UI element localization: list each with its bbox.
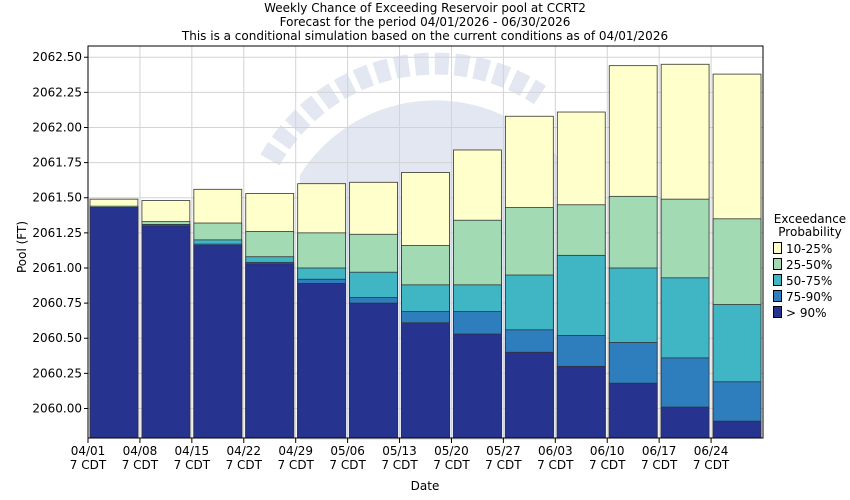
- bar-segment: [608, 382, 658, 439]
- legend-title-line2: Probability: [778, 225, 842, 239]
- x-tick-label-date: 04/08: [123, 444, 158, 458]
- chart-subtitle-2: This is a conditional simulation based o…: [181, 29, 669, 43]
- bar-segment: [89, 207, 139, 439]
- x-tick-label-date: 04/01: [71, 444, 106, 458]
- chart-title: Weekly Chance of Exceeding Reservoir poo…: [264, 1, 586, 15]
- legend-swatch: [773, 258, 782, 270]
- bar-segment: [453, 333, 502, 439]
- x-tick-label-tz: 7 CDT: [70, 458, 107, 472]
- legend-item: 50-75%: [773, 274, 832, 288]
- bar-segment: [504, 351, 554, 439]
- bar-segment: [193, 245, 243, 439]
- x-tick-label-date: 05/27: [486, 444, 521, 458]
- bar-segment: [401, 322, 450, 439]
- x-tick-label-date: 06/17: [642, 444, 677, 458]
- y-tick-label: 2061.25: [32, 226, 82, 240]
- y-tick-label: 2061.00: [32, 261, 82, 275]
- x-tick-label-tz: 7 CDT: [329, 458, 366, 472]
- y-tick-label: 2060.50: [32, 331, 82, 345]
- legend-item: 10-25%: [773, 242, 832, 256]
- x-tick-label-tz: 7 CDT: [589, 458, 626, 472]
- x-tick-label-tz: 7 CDT: [485, 458, 522, 472]
- bar-segment: [297, 283, 347, 439]
- bar-segment: [556, 365, 606, 439]
- x-tick-label-tz: 7 CDT: [381, 458, 418, 472]
- y-tick-label: 2060.25: [32, 366, 82, 380]
- x-tick-label-tz: 7 CDT: [226, 458, 263, 472]
- x-tick-label-tz: 7 CDT: [641, 458, 678, 472]
- x-tick-label-tz: 7 CDT: [174, 458, 211, 472]
- legend-label: 75-90%: [786, 290, 833, 304]
- legend-item: 75-90%: [773, 290, 832, 304]
- legend-label: 25-50%: [786, 258, 833, 272]
- x-tick-label-tz: 7 CDT: [693, 458, 730, 472]
- x-tick-label-tz: 7 CDT: [433, 458, 470, 472]
- x-tick-label-date: 05/20: [434, 444, 469, 458]
- x-tick-label-tz: 7 CDT: [122, 458, 159, 472]
- legend-label: > 90%: [786, 306, 827, 320]
- x-tick-label-tz: 7 CDT: [277, 458, 314, 472]
- y-tick-label: 2060.75: [32, 296, 82, 310]
- legend-swatch: [773, 290, 782, 302]
- x-tick-label-date: 06/24: [694, 444, 729, 458]
- y-tick-label: 2062.25: [32, 85, 82, 99]
- x-axis-label: Date: [410, 479, 440, 493]
- y-axis-label: Pool (FT): [15, 220, 29, 274]
- legend-label: 10-25%: [786, 242, 833, 256]
- bar-segment: [245, 263, 295, 439]
- chart-subtitle: Forecast for the period 04/01/2026 - 06/…: [279, 15, 571, 29]
- bar-segment: [141, 225, 191, 439]
- legend-swatch: [773, 306, 782, 318]
- x-tick-label-date: 04/29: [278, 444, 313, 458]
- x-tick-label-date: 05/06: [330, 444, 365, 458]
- x-tick-label-date: 04/15: [175, 444, 210, 458]
- legend-item: 25-50%: [773, 258, 832, 272]
- legend-label: 50-75%: [786, 274, 833, 288]
- y-tick-label: 2061.75: [32, 156, 82, 170]
- x-tick-label-tz: 7 CDT: [537, 458, 574, 472]
- y-tick-label: 2061.50: [32, 191, 82, 205]
- x-tick-label-date: 06/10: [590, 444, 625, 458]
- legend-title-line1: Exceedance: [773, 212, 847, 226]
- bar-segment: [660, 406, 710, 439]
- x-tick-label-date: 06/03: [538, 444, 573, 458]
- bar-segment: [349, 302, 398, 439]
- x-tick-label-date: 05/13: [382, 444, 417, 458]
- x-tick-label-date: 04/22: [226, 444, 261, 458]
- legend-swatch: [773, 242, 782, 254]
- legend-item: > 90%: [773, 306, 827, 320]
- y-tick-label: 2062.00: [32, 120, 82, 134]
- legend-swatch: [773, 274, 782, 286]
- y-tick-label: 2062.50: [32, 50, 82, 64]
- bar-segment: [712, 420, 762, 439]
- y-tick-label: 2060.00: [32, 401, 82, 415]
